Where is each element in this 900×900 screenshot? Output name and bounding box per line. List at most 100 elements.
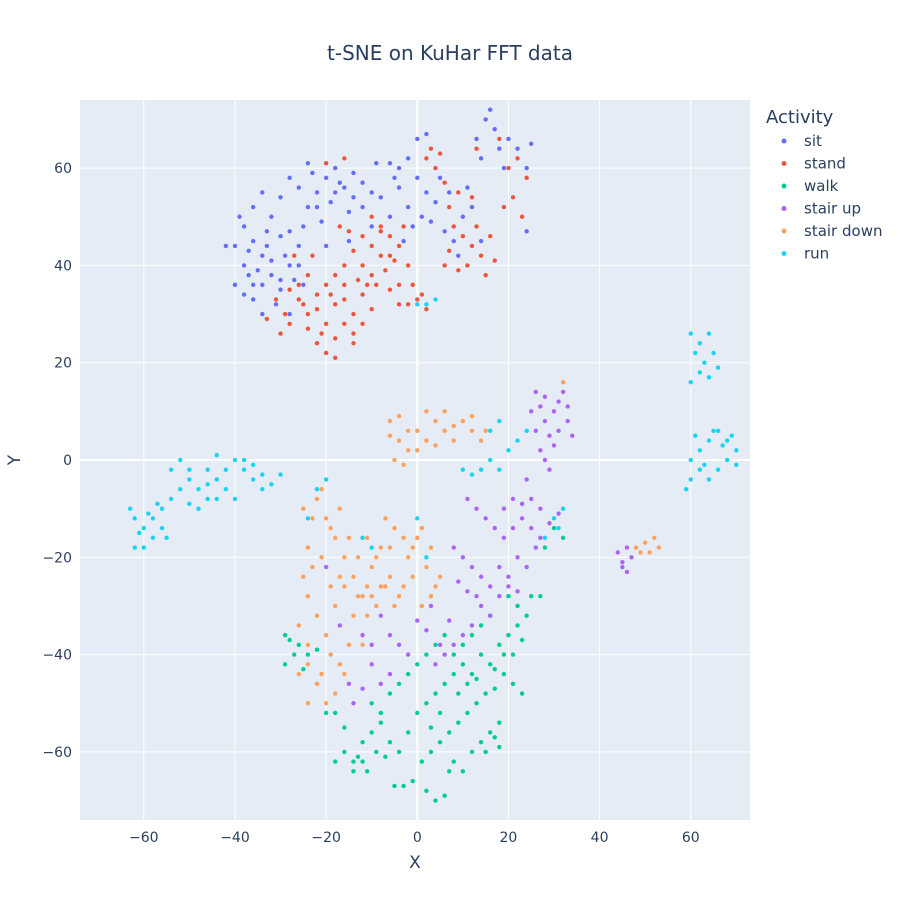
data-point [310, 516, 315, 521]
data-point [465, 185, 470, 190]
data-point [469, 749, 475, 755]
data-point [396, 302, 402, 307]
data-point [624, 545, 630, 550]
data-point [301, 224, 306, 229]
data-point [369, 214, 374, 219]
data-point [624, 569, 630, 575]
data-point [556, 428, 561, 434]
data-point [351, 331, 356, 336]
data-point [264, 229, 270, 234]
data-point [141, 545, 147, 550]
data-point [715, 467, 721, 472]
data-point [725, 438, 730, 443]
data-point [492, 686, 497, 691]
data-point [405, 730, 411, 735]
data-point [419, 759, 425, 764]
data-point [451, 759, 456, 764]
data-point [374, 282, 379, 288]
data-point [410, 574, 415, 579]
data-point [278, 234, 283, 239]
data-point [501, 535, 507, 541]
data-point [478, 156, 484, 161]
data-point [305, 204, 311, 210]
data-point [355, 594, 361, 599]
data-point [524, 428, 529, 434]
data-point [355, 277, 361, 283]
data-point [524, 229, 529, 234]
data-point [433, 798, 438, 803]
data-point [378, 229, 384, 234]
data-point [688, 331, 693, 336]
data-point [387, 574, 393, 579]
data-point [488, 107, 493, 112]
data-point [465, 710, 470, 716]
data-point [524, 175, 529, 181]
data-point [446, 190, 452, 195]
data-point [405, 156, 411, 161]
data-point [469, 414, 475, 419]
data-point [415, 618, 420, 623]
data-point [369, 662, 374, 667]
data-point [296, 282, 301, 288]
data-point [483, 691, 488, 696]
x-tick-label: 40 [591, 830, 609, 846]
data-point [560, 506, 566, 511]
data-point [178, 486, 183, 492]
data-point [328, 652, 333, 657]
data-point [542, 457, 548, 463]
data-point [387, 632, 393, 638]
data-point [446, 248, 452, 254]
data-point [652, 535, 657, 541]
data-point [346, 642, 352, 648]
data-point [469, 564, 475, 570]
legend-marker [781, 228, 787, 234]
data-point [292, 253, 297, 258]
data-point [232, 496, 238, 502]
data-point [469, 428, 475, 434]
data-point [351, 195, 356, 200]
data-point [342, 321, 347, 326]
data-point [314, 204, 320, 210]
data-point [506, 136, 511, 142]
data-point [433, 584, 438, 589]
data-point [497, 136, 502, 142]
data-point [437, 739, 443, 745]
data-point [456, 253, 461, 258]
data-point [442, 263, 447, 268]
data-point [488, 613, 493, 618]
data-point [474, 506, 479, 511]
data-point [337, 224, 342, 229]
data-point [132, 516, 137, 521]
data-point [424, 628, 429, 633]
data-point [547, 467, 552, 472]
data-point [456, 268, 461, 273]
data-point [342, 749, 347, 755]
data-point [287, 175, 292, 181]
data-point [497, 467, 502, 472]
data-point [396, 243, 402, 249]
data-point [401, 462, 406, 468]
data-point [333, 710, 338, 716]
data-point [524, 564, 529, 570]
data-point [310, 564, 315, 570]
data-point [314, 190, 320, 195]
data-point [702, 360, 707, 365]
data-point [474, 224, 479, 229]
data-point [237, 214, 242, 219]
data-point [360, 739, 365, 745]
data-point [415, 535, 420, 541]
data-point [269, 272, 274, 278]
data-point [323, 701, 329, 706]
legend-items: sit stand walk stair up stair down run [781, 132, 882, 263]
data-point [474, 146, 479, 151]
data-point [451, 652, 456, 657]
data-point [556, 511, 561, 516]
data-point [401, 238, 406, 244]
data-point [159, 525, 165, 531]
data-point [396, 165, 402, 171]
data-point [360, 180, 365, 185]
data-point [488, 730, 493, 735]
data-point [146, 511, 151, 516]
data-point [478, 739, 484, 745]
data-point [419, 292, 425, 297]
